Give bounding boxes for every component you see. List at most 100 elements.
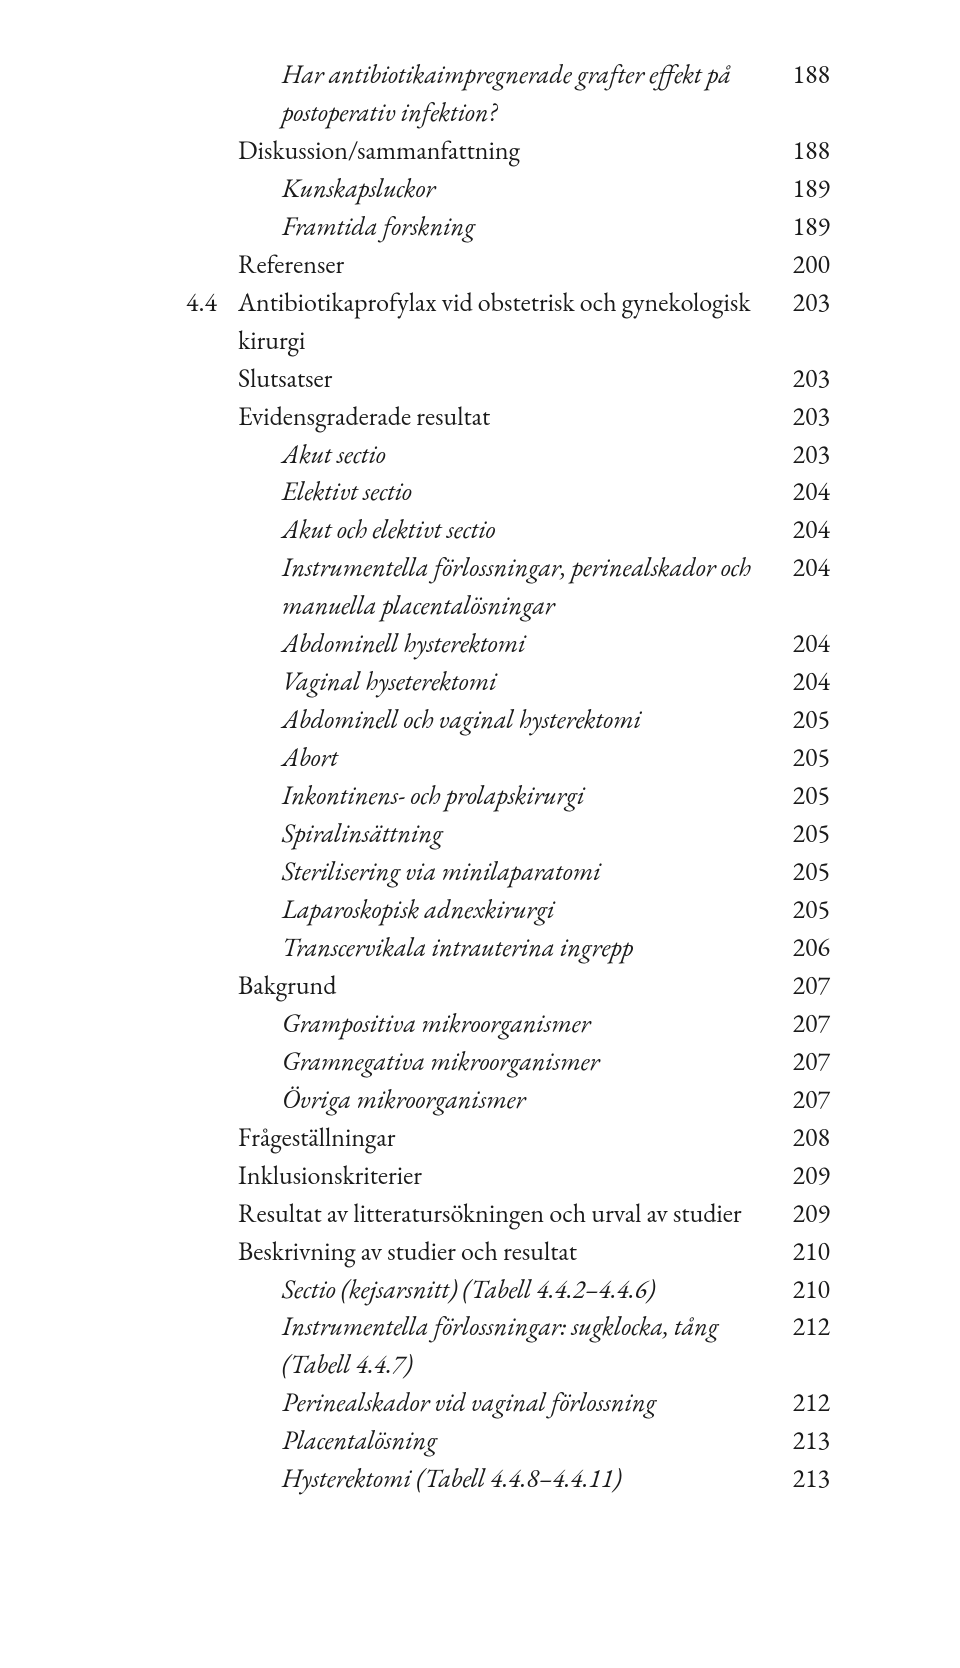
toc-label: Laparoskopisk adnexkirurgi — [194, 891, 793, 929]
toc-entry: Hysterektomi (Tabell 4.4.8–4.4.11) 213 — [194, 1460, 830, 1498]
toc-page-number: 207 — [793, 1005, 830, 1043]
toc-entry: Diskussion/sammanfattning188 — [194, 132, 830, 170]
toc-label-text: Kunskapsluckor — [282, 171, 435, 205]
toc-label-text: Frågeställningar — [238, 1120, 395, 1154]
toc-label-text: Abort — [282, 740, 338, 774]
toc-label-text: Akut och elektivt sectio — [282, 512, 496, 546]
toc-page-number: 205 — [793, 701, 830, 739]
toc-label-text: Bakgrund — [238, 968, 336, 1002]
toc-page-number: 205 — [793, 891, 830, 929]
toc-entry: Abort205 — [194, 739, 830, 777]
toc-label-text: Beskrivning av studier och resultat — [238, 1234, 577, 1268]
toc-page-number: 200 — [793, 246, 830, 284]
toc-label-text: Resultat av litteratursökningen och urva… — [238, 1196, 742, 1230]
toc-label-text: Slutsatser — [238, 361, 332, 395]
toc-label: Slutsatser — [194, 360, 793, 398]
toc-page-number: 204 — [793, 549, 830, 587]
toc-entry: Abdominell hysterektomi204 — [194, 625, 830, 663]
toc-page-number: 210 — [793, 1271, 830, 1309]
toc-entry: Sterilisering via minilaparatomi205 — [194, 853, 830, 891]
toc-page-number: 206 — [793, 929, 830, 967]
toc-label: Övriga mikroorganismer — [194, 1081, 793, 1119]
toc-label-text: Inklusionskriterier — [238, 1158, 422, 1192]
toc-label-text: Placentalösning — [282, 1423, 437, 1457]
toc-label-text: Vaginal hyseterektomi — [282, 664, 497, 698]
toc-entry: Vaginal hyseterektomi204 — [194, 663, 830, 701]
toc-label: Elektivt sectio — [194, 473, 793, 511]
toc-label-text: Hysterektomi (Tabell 4.4.8–4.4.11) — [282, 1461, 622, 1495]
toc-label: Evidensgraderade resultat — [194, 398, 793, 436]
toc-page-number: 204 — [793, 473, 830, 511]
toc-label-text: Evidensgraderade resultat — [238, 399, 490, 433]
toc-entry: Evidensgraderade resultat 203 — [194, 398, 830, 436]
toc-page-number: 213 — [793, 1460, 830, 1498]
toc-label: Sterilisering via minilaparatomi — [194, 853, 793, 891]
toc-label: Har antibiotikaimpregnerade grafter effe… — [194, 56, 793, 132]
toc-label: Inklusionskriterier — [194, 1157, 793, 1195]
toc-label: Abort — [194, 739, 793, 777]
toc-label-text: Instrumentella förlossningar, perinealsk… — [282, 550, 751, 622]
toc-page-number: 205 — [793, 853, 830, 891]
toc-entry: Akut sectio203 — [194, 436, 830, 474]
toc-label: Framtida forskning — [194, 208, 793, 246]
toc-page-number: 208 — [793, 1119, 830, 1157]
toc-entry: Bakgrund207 — [194, 967, 830, 1005]
toc-page-number: 205 — [793, 777, 830, 815]
toc-label: Vaginal hyseterektomi — [194, 663, 793, 701]
toc-label: Frågeställningar — [194, 1119, 793, 1157]
toc-label: Diskussion/sammanfattning — [194, 132, 793, 170]
toc-page-number: 207 — [793, 1043, 830, 1081]
toc-page-number: 212 — [793, 1384, 830, 1422]
toc-entry: Placentalösning213 — [194, 1422, 830, 1460]
toc-entry: Elektivt sectio 204 — [194, 473, 830, 511]
toc-label-text: Framtida forskning — [282, 209, 475, 243]
toc-label: Abdominell hysterektomi — [194, 625, 793, 663]
toc-page-number: 210 — [793, 1233, 830, 1271]
toc-label-text: Inkontinens- och prolapskirurgi — [282, 778, 585, 812]
toc-label-text: Sectio (kejsarsnitt) (Tabell 4.4.2–4.4.6… — [282, 1272, 655, 1306]
toc-entry: Inkontinens- och prolapskirurgi 205 — [194, 777, 830, 815]
toc-label: Akut och elektivt sectio — [194, 511, 793, 549]
toc-label: Instrumentella förlossningar: sugklocka,… — [194, 1308, 793, 1384]
toc-entry: Inklusionskriterier 209 — [194, 1157, 830, 1195]
toc-label-text: Gramnegativa mikroorganismer — [282, 1044, 599, 1078]
toc-entry: Transcervikala intrauterina ingrepp206 — [194, 929, 830, 967]
toc-page-number: 209 — [793, 1157, 830, 1195]
toc-entry: Grampositiva mikroorganismer207 — [194, 1005, 830, 1043]
toc-page-number: 209 — [793, 1195, 830, 1233]
toc-label: Grampositiva mikroorganismer — [194, 1005, 793, 1043]
toc-page: Har antibiotikaimpregnerade grafter effe… — [0, 0, 960, 1668]
toc-label: Inkontinens- och prolapskirurgi — [194, 777, 793, 815]
toc-entry: 4.4Antibiotikaprofylax vid obstetrisk oc… — [194, 284, 830, 360]
toc-label-text: Instrumentella förlossningar: sugklocka,… — [282, 1309, 719, 1381]
toc-page-number: 189 — [793, 170, 830, 208]
toc-entry: Instrumentella förlossningar, perinealsk… — [194, 549, 830, 625]
toc-entry: Framtida forskning189 — [194, 208, 830, 246]
toc-page-number: 203 — [793, 398, 830, 436]
chapter-number: 4.4 — [186, 284, 238, 322]
toc-page-number: 205 — [793, 815, 830, 853]
toc-label: Resultat av litteratursökningen och urva… — [194, 1195, 793, 1233]
toc-label-text: Övriga mikroorganismer — [282, 1082, 526, 1116]
toc-label: Transcervikala intrauterina ingrepp — [194, 929, 793, 967]
toc-label: Hysterektomi (Tabell 4.4.8–4.4.11) — [194, 1460, 793, 1498]
toc-label: Perinealskador vid vaginal förlossning — [194, 1384, 793, 1422]
toc-entry: Perinealskador vid vaginal förlossning 21… — [194, 1384, 830, 1422]
toc-entry: Frågeställningar 208 — [194, 1119, 830, 1157]
toc-entry: Akut och elektivt sectio204 — [194, 511, 830, 549]
toc-entry: Gramnegativa mikroorganismer 207 — [194, 1043, 830, 1081]
toc-page-number: 188 — [793, 132, 830, 170]
toc-label-text: Perinealskador vid vaginal förlossning — [282, 1385, 656, 1419]
toc-page-number: 203 — [793, 436, 830, 474]
toc-label-text: Referenser — [238, 247, 344, 281]
toc-entry: Övriga mikroorganismer 207 — [194, 1081, 830, 1119]
toc-page-number: 203 — [793, 360, 830, 398]
toc-page-number: 188 — [793, 56, 830, 94]
toc-label: Beskrivning av studier och resultat — [194, 1233, 793, 1271]
toc-entry: Har antibiotikaimpregnerade grafter effe… — [194, 56, 830, 132]
toc-label-text: Har antibiotikaimpregnerade grafter effe… — [282, 57, 731, 129]
toc-page-number: 207 — [793, 1081, 830, 1119]
toc-entry: Referenser 200 — [194, 246, 830, 284]
toc-label-text: Abdominell och vaginal hysterektomi — [282, 702, 641, 736]
toc-label-text: Elektivt sectio — [282, 474, 412, 508]
